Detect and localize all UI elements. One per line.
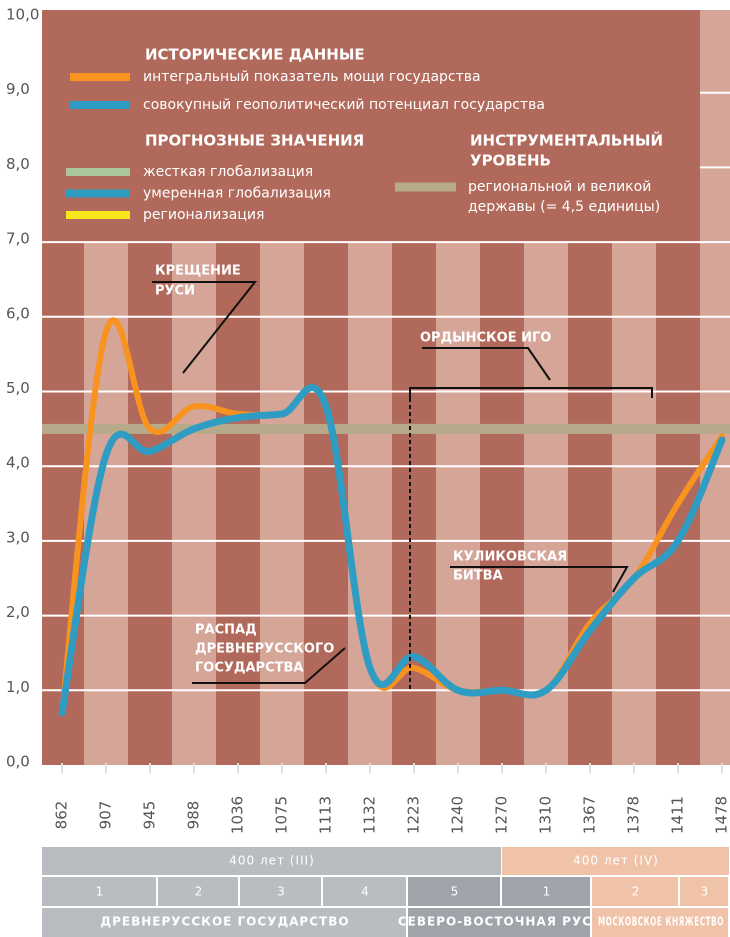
y-tick-label: 8,0 [6, 155, 30, 173]
period-cell [158, 877, 238, 906]
period-label: 1 [543, 885, 552, 899]
series-line [58, 384, 726, 717]
axis-strip [42, 765, 730, 775]
period-label: 1 [96, 885, 105, 899]
legend-label: интегральный показатель мощи государства [143, 69, 481, 85]
era-cell [42, 847, 501, 875]
x-tick-label: 1075 [273, 796, 291, 834]
x-tick-label: 1411 [669, 796, 687, 834]
x-tick-label: 1367 [581, 796, 599, 834]
y-tick-label: 10,0 [6, 6, 39, 24]
stripe [260, 242, 304, 766]
x-tick-label: 862 [53, 801, 71, 830]
annotation: РАСПАД [195, 623, 257, 638]
period-cell [592, 877, 678, 906]
period-cell [323, 877, 406, 906]
lines [58, 317, 726, 717]
period-cell [240, 877, 321, 906]
annotation: ГОСУДАРСТВА [195, 661, 303, 676]
legend-label: регионализация [143, 207, 264, 223]
period-label: 4 [361, 885, 370, 899]
stripe [84, 242, 128, 766]
legend-label: региональной и великой [468, 179, 651, 195]
annotation-leader [152, 281, 258, 374]
y-tick-label: 1,0 [6, 678, 30, 696]
stripe [568, 242, 612, 766]
y-tick-label: 2,0 [6, 603, 30, 621]
period-label: 5 [451, 885, 460, 899]
x-tick-label: 1113 [317, 796, 335, 834]
legend-area [42, 10, 730, 243]
legend-label: державы (= 4,5 единицы) [468, 199, 660, 215]
y-tick-label: 9,0 [6, 80, 30, 98]
annotation-leader [192, 647, 346, 684]
x-tick-label: 1240 [449, 796, 467, 834]
timeline: 400 лет (III) 400 лет (IV) 1 2 3 4 5 1 2 3 ДРЕВНЕР… [42, 847, 729, 937]
stripe [480, 242, 524, 766]
stripe [216, 242, 260, 766]
stripe [392, 242, 436, 766]
y-tick-label: 4,0 [6, 454, 30, 472]
stripe [700, 10, 730, 765]
annotation-lines [152, 281, 653, 690]
era-cell [502, 847, 729, 875]
legend-title: УРОВЕНЬ [470, 152, 551, 170]
annotation: БИТВА [453, 569, 503, 584]
legend-label: умеренная глобализация [143, 186, 331, 202]
axes: 0,0 1,0 2,0 3,0 4,0 5,0 6,0 7,0 8,0 9,0 10,0 862 907… [6, 6, 730, 834]
legend: ИСТОРИЧЕСКИЕ ДАННЫЕ интегральный показате… [66, 46, 663, 223]
y-tick-label: 5,0 [6, 379, 30, 397]
annotation-leader [450, 566, 629, 593]
period-label: 3 [277, 885, 286, 899]
stripe [172, 242, 216, 766]
state-cell [42, 908, 406, 937]
state-cell [592, 908, 728, 937]
legend-label: жесткая глобализация [143, 164, 313, 180]
legend-label: совокупный геополитический потенциал гос… [143, 97, 545, 113]
x-tick-label: 1478 [713, 796, 730, 834]
annotation: ДРЕВНЕРУССКОГО [195, 642, 334, 657]
annotation-leader [422, 347, 551, 381]
y-tick-label: 7,0 [6, 230, 30, 248]
stripe [348, 242, 392, 766]
annotation: РУСИ [155, 284, 195, 299]
stripe [128, 242, 172, 766]
annotation: КРЕЩЕНИЕ [155, 264, 241, 279]
x-tick-label: 988 [185, 801, 203, 830]
period-cell [502, 877, 590, 906]
x-tick-label: 945 [141, 801, 159, 830]
stripe [612, 242, 656, 766]
legend-title: ПРОГНОЗНЫЕ ЗНАЧЕНИЯ [145, 132, 364, 150]
period-cell [42, 877, 156, 906]
state-label: МОСКОВСКОЕ КНЯЖЕСТВО [598, 915, 724, 929]
state-cell [408, 908, 590, 937]
x-tick-label: 1378 [625, 796, 643, 834]
era-label: 400 лет (IV) [573, 854, 659, 868]
annotation: КУЛИКОВСКАЯ [453, 550, 567, 565]
period-label: 3 [701, 885, 710, 899]
period-cell [408, 877, 500, 906]
era-label: 400 лет (III) [229, 854, 315, 868]
x-tick-label: 1223 [405, 796, 423, 834]
period-label: 2 [632, 885, 641, 899]
x-tick-label: 1036 [229, 796, 247, 834]
period-cell [680, 877, 728, 906]
legend-title: ИНСТРУМЕНТАЛЬНЫЙ [470, 131, 663, 150]
state-label: СЕВЕРО-ВОСТОЧНАЯ РУСЬ [398, 915, 602, 929]
legend-title: ИСТОРИЧЕСКИЕ ДАННЫЕ [145, 46, 365, 64]
y-tick-label: 0,0 [6, 753, 30, 771]
x-tick-label: 1270 [493, 796, 511, 834]
annotations: КРЕЩЕНИЕ РУСИ ОРДЫНСКОЕ ИГО КУЛИКОВСКАЯ БИТВ… [155, 264, 567, 676]
y-tick-label: 6,0 [6, 304, 30, 322]
x-tick-label: 1132 [361, 796, 379, 834]
annotation: ОРДЫНСКОЕ ИГО [420, 331, 551, 346]
x-tick-label: 907 [97, 801, 115, 830]
x-tick-label: 1310 [537, 796, 555, 834]
y-tick-label: 3,0 [6, 528, 30, 546]
period-label: 2 [195, 885, 204, 899]
annotation-bracket [409, 387, 653, 398]
state-label: ДРЕВНЕРУССКОЕ ГОСУДАРСТВО [100, 915, 349, 929]
grid [42, 91, 730, 692]
